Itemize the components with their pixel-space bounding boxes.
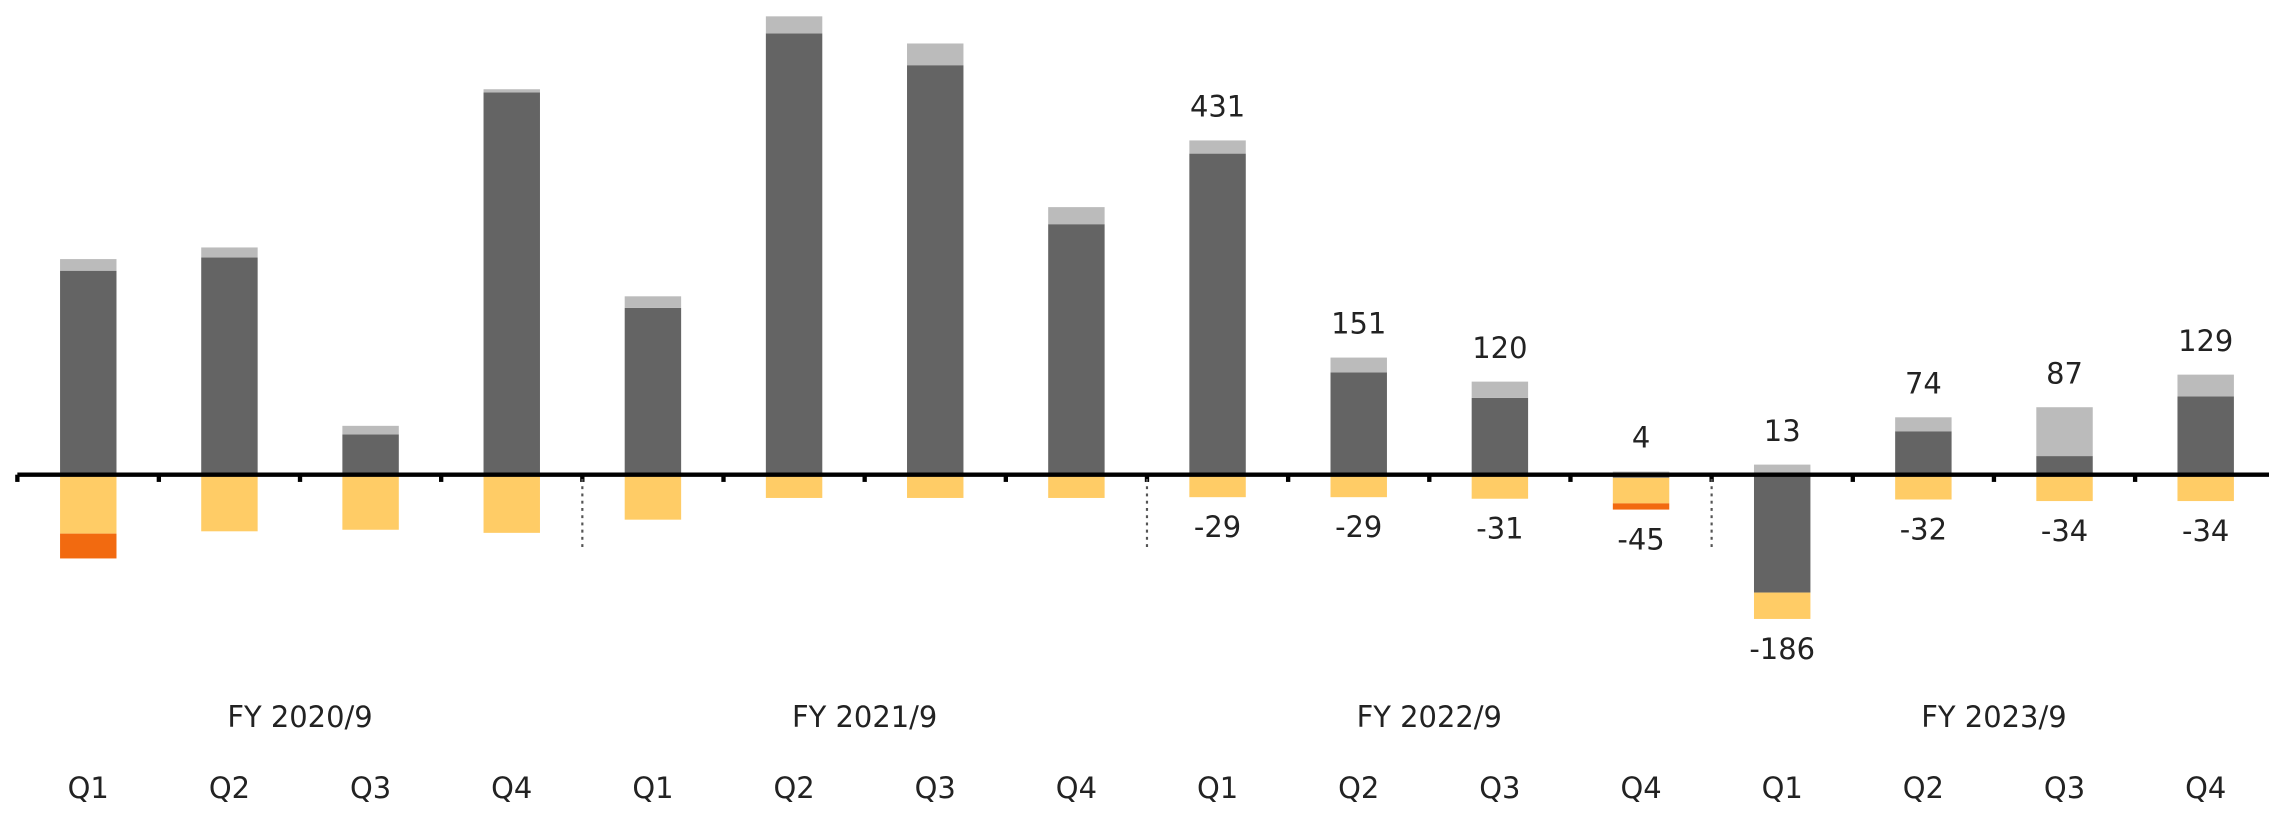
total-label: 74 [1905,366,1942,400]
bar-segment [483,89,540,93]
bar-segment [201,247,258,258]
group-label: FY 2022/9 [1357,700,1502,734]
bar-segment [1471,474,1529,499]
negative-label: -45 [1617,522,1664,556]
total-label: 151 [1331,307,1386,341]
bar-segment [1753,592,1811,619]
x-tick-label: Q2 [209,771,250,805]
bar-segment [765,16,823,34]
negative-label: -29 [1335,510,1382,544]
bar-segment [907,65,964,475]
bar-segment [1330,357,1387,373]
x-tick-label: Q4 [2185,771,2226,805]
bar-segment [1612,503,1670,510]
bar-segment [2036,474,2093,502]
x-tick-label: Q4 [1056,771,1097,805]
negative-label: -29 [1194,510,1241,544]
x-tick-label: Q3 [2044,771,2085,805]
bar-segment [60,270,117,475]
x-tick-label: Q2 [1338,771,1379,805]
bar-segment [765,474,823,498]
bar-segment [1471,381,1529,398]
bar-segment [1189,140,1246,154]
bar-segment [60,259,117,271]
x-tick-label: Q3 [915,771,956,805]
group-label: FY 2020/9 [227,700,372,734]
bar-segment [624,296,682,308]
bar-segment [624,474,682,520]
bar-segment [60,533,117,559]
bar-segment [483,474,540,533]
bar-segment [342,434,399,475]
bar-segment [2177,474,2234,502]
bar-segment [1189,474,1246,498]
bar-segment [907,474,964,498]
bar-segment [1048,224,1105,475]
group-label: FY 2023/9 [1921,700,2066,734]
bar-segment [483,92,540,475]
x-tick-label: Q3 [1479,771,1520,805]
negative-label: -32 [1900,512,1947,546]
bar-segment [1048,474,1105,498]
x-tick-label: Q2 [1903,771,1944,805]
bar-segment [2177,374,2234,397]
total-label: 431 [1190,90,1245,124]
bar-segment [1895,417,1952,432]
bar-segment [1189,153,1246,475]
x-tick-label: Q1 [1762,771,1803,805]
total-label: 87 [2046,356,2083,390]
bar-segment [1612,477,1670,504]
bar-segment [342,425,399,435]
bar-segment [201,257,258,475]
x-tick-label: Q4 [491,771,532,805]
negative-label: -34 [2182,514,2229,548]
bar-segment [1895,474,1952,500]
bar-segment [2177,396,2234,475]
negative-label: -34 [2041,514,2088,548]
bar-segment [1048,207,1105,225]
total-label: 129 [2178,324,2233,358]
bar-segment [1753,464,1811,475]
bar-segment [2036,407,2093,457]
negative-label: -186 [1749,632,1815,666]
bar-segment [1895,431,1952,475]
bar-segment [1471,397,1529,475]
bar-segment [342,474,399,530]
bar-segment [624,307,682,475]
x-tick-label: Q1 [1197,771,1238,805]
total-label: 13 [1764,414,1801,448]
x-tick-label: Q3 [350,771,391,805]
bar-segment [907,43,964,66]
group-label: FY 2021/9 [792,700,937,734]
x-tick-label: Q2 [773,771,814,805]
x-tick-label: Q1 [632,771,673,805]
total-label: 120 [1472,331,1527,365]
x-tick-label: Q1 [68,771,109,805]
total-label: 4 [1632,421,1650,455]
bar-segment [60,474,117,534]
bar-segment [1330,372,1387,475]
bar-segment [765,33,823,475]
bar-segment [1753,474,1811,593]
bar-segment [201,474,258,532]
bar-segment [1330,474,1387,498]
x-tick-label: Q4 [1620,771,1661,805]
negative-label: -31 [1476,512,1523,546]
bar-segment [2036,456,2093,475]
